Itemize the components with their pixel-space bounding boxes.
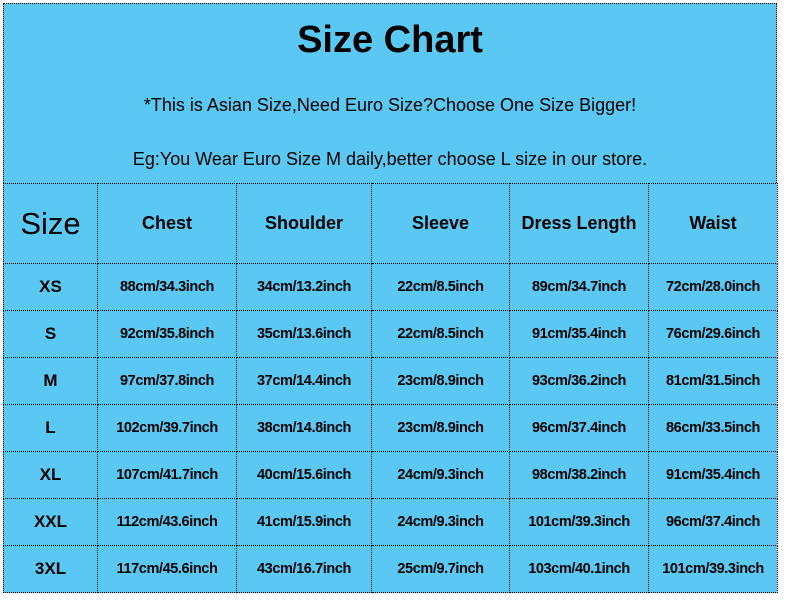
table-cell: 38cm/14.8inch [236, 404, 372, 452]
banner: Size Chart *This is Asian Size,Need Euro… [3, 3, 777, 183]
header-shoulder: Shoulder [236, 183, 372, 264]
table-cell: 35cm/13.6inch [236, 310, 372, 358]
table-cell: 91cm/35.4inch [509, 310, 649, 358]
table-cell: 40cm/15.6inch [236, 451, 372, 499]
table-cell: 92cm/35.8inch [97, 310, 237, 358]
table-cell: 23cm/8.9inch [371, 357, 510, 405]
table-cell: 88cm/34.3inch [97, 263, 237, 311]
table-cell: 96cm/37.4inch [648, 498, 778, 546]
table-row-xs: XS 88cm/34.3inch 34cm/13.2inch 22cm/8.5i… [3, 263, 778, 311]
table-cell: 112cm/43.6inch [97, 498, 237, 546]
table-cell: 76cm/29.6inch [648, 310, 778, 358]
table-cell: 98cm/38.2inch [509, 451, 649, 499]
header-sleeve: Sleeve [371, 183, 510, 264]
table-cell: 103cm/40.1inch [509, 545, 649, 593]
size-cell: L [3, 404, 98, 452]
size-cell: XL [3, 451, 98, 499]
size-cell: XS [3, 263, 98, 311]
table-cell: 22cm/8.5inch [371, 263, 510, 311]
table-cell: 102cm/39.7inch [97, 404, 237, 452]
table-cell: 107cm/41.7inch [97, 451, 237, 499]
table-cell: 101cm/39.3inch [648, 545, 778, 593]
table-cell: 22cm/8.5inch [371, 310, 510, 358]
table-cell: 81cm/31.5inch [648, 357, 778, 405]
table-cell: 96cm/37.4inch [509, 404, 649, 452]
table-cell: 93cm/36.2inch [509, 357, 649, 405]
size-cell: S [3, 310, 98, 358]
table-cell: 23cm/8.9inch [371, 404, 510, 452]
table-cell: 25cm/9.7inch [371, 545, 510, 593]
header-dress-length: Dress Length [509, 183, 649, 264]
header-row: Size Chest Shoulder Sleeve Dress Length … [3, 183, 778, 264]
size-example-note: Eg:You Wear Euro Size M daily,better cho… [132, 149, 648, 169]
table-row-s: S 92cm/35.8inch 35cm/13.6inch 22cm/8.5in… [3, 310, 778, 358]
table-row-l: L 102cm/39.7inch 38cm/14.8inch 23cm/8.9i… [3, 404, 778, 452]
table-row-m: M 97cm/37.8inch 37cm/14.4inch 23cm/8.9in… [3, 357, 778, 405]
table-row-xl: XL 107cm/41.7inch 40cm/15.6inch 24cm/9.3… [3, 451, 778, 499]
table-cell: 101cm/39.3inch [509, 498, 649, 546]
asian-size-note: *This is Asian Size,Need Euro Size?Choos… [143, 95, 637, 115]
table-cell: 37cm/14.4inch [236, 357, 372, 405]
table-cell: 89cm/34.7inch [509, 263, 649, 311]
size-cell: M [3, 357, 98, 405]
header-chest: Chest [97, 183, 237, 264]
table-row-xxl: XXL 112cm/43.6inch 41cm/15.9inch 24cm/9.… [3, 498, 778, 546]
page-title: Size Chart [297, 19, 483, 61]
table-cell: 24cm/9.3inch [371, 451, 510, 499]
table-cell: 24cm/9.3inch [371, 498, 510, 546]
table-row-3xl: 3XL 117cm/45.6inch 43cm/16.7inch 25cm/9.… [3, 545, 778, 593]
table-cell: 41cm/15.9inch [236, 498, 372, 546]
size-cell: XXL [3, 498, 98, 546]
table-cell: 117cm/45.6inch [97, 545, 237, 593]
table-cell: 91cm/35.4inch [648, 451, 778, 499]
size-cell: 3XL [3, 545, 98, 593]
size-table: Size Chest Shoulder Sleeve Dress Length … [3, 183, 778, 593]
size-chart-panel: Size Chart *This is Asian Size,Need Euro… [3, 3, 778, 593]
table-cell: 97cm/37.8inch [97, 357, 237, 405]
header-waist: Waist [648, 183, 778, 264]
table-cell: 43cm/16.7inch [236, 545, 372, 593]
header-size: Size [3, 183, 98, 264]
table-cell: 72cm/28.0inch [648, 263, 778, 311]
table-cell: 34cm/13.2inch [236, 263, 372, 311]
table-cell: 86cm/33.5inch [648, 404, 778, 452]
